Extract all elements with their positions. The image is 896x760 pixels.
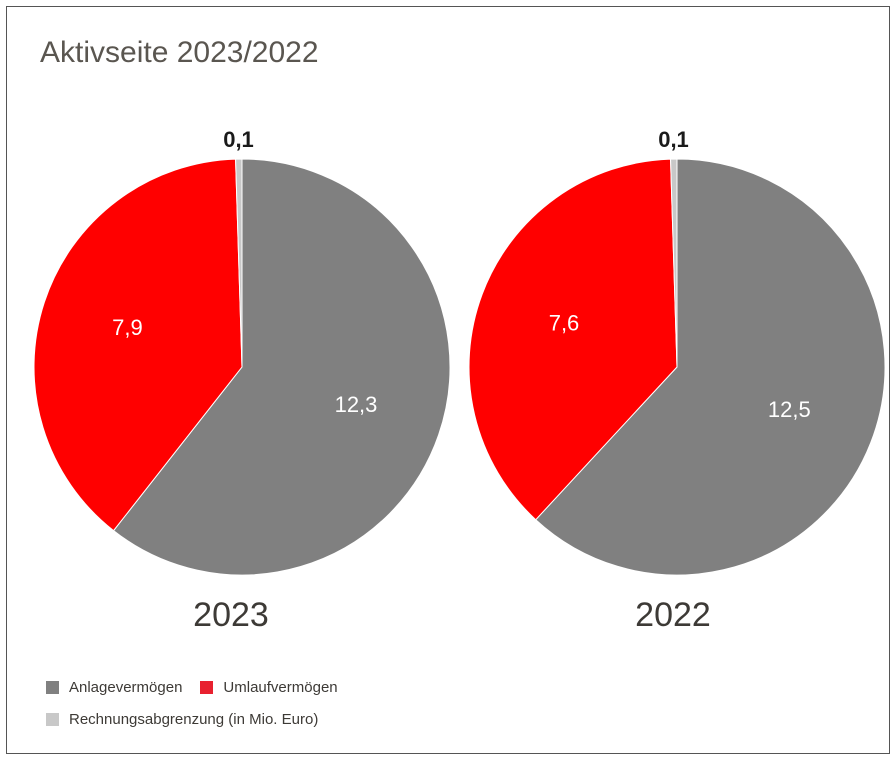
pie-2022-year-label: 2022 (635, 596, 711, 634)
pie-2023-label-rechnungsabgrenzung: 0,1 (223, 127, 254, 152)
legend-label-rechnungsabgrenzung: Rechnungsabgrenzung (in Mio. Euro) (69, 710, 319, 728)
legend-item-anlagevermoegen: Anlagevermögen (46, 679, 182, 696)
pie-2022-label-rechnungsabgrenzung: 0,1 (658, 127, 689, 152)
legend-label-umlaufvermoegen: Umlaufvermögen (223, 678, 338, 696)
legend: Anlagevermögen Umlaufvermögen Rechnungsa… (46, 676, 356, 740)
pie-2022-slice-anlagevermoegen (535, 158, 886, 576)
chart-title: Aktivseite 2023/2022 (40, 36, 319, 69)
pie-2022-slice-rechnungsabgrenzung (670, 158, 678, 368)
pie-2022-label-anlagevermoegen: 12,5 (768, 397, 811, 422)
legend-swatch-rechnungsabgrenzung (46, 712, 59, 726)
legend-item-rechnungsabgrenzung: Rechnungsabgrenzung (in Mio. Euro) (46, 711, 318, 728)
legend-label-anlagevermoegen: Anlagevermögen (69, 678, 183, 696)
legend-item-umlaufvermoegen: Umlaufvermögen (200, 678, 338, 696)
pie-2022-slice-umlaufvermoegen (468, 158, 678, 521)
legend-swatch-anlagevermoegen (46, 680, 59, 694)
pie-2023-label-umlaufvermoegen: 7,9 (112, 315, 143, 340)
legend-swatch-umlaufvermoegen (200, 680, 214, 694)
pie-2023-slice-anlagevermoegen (112, 158, 451, 576)
pie-2022-label-umlaufvermoegen: 7,6 (549, 311, 580, 336)
pie-2023-year-label: 2023 (193, 596, 269, 634)
pie-2023-slice-rechnungsabgrenzung (235, 158, 243, 368)
pie-2023-slice-umlaufvermoegen (33, 158, 243, 532)
pie-2023-label-anlagevermoegen: 12,3 (335, 392, 378, 417)
